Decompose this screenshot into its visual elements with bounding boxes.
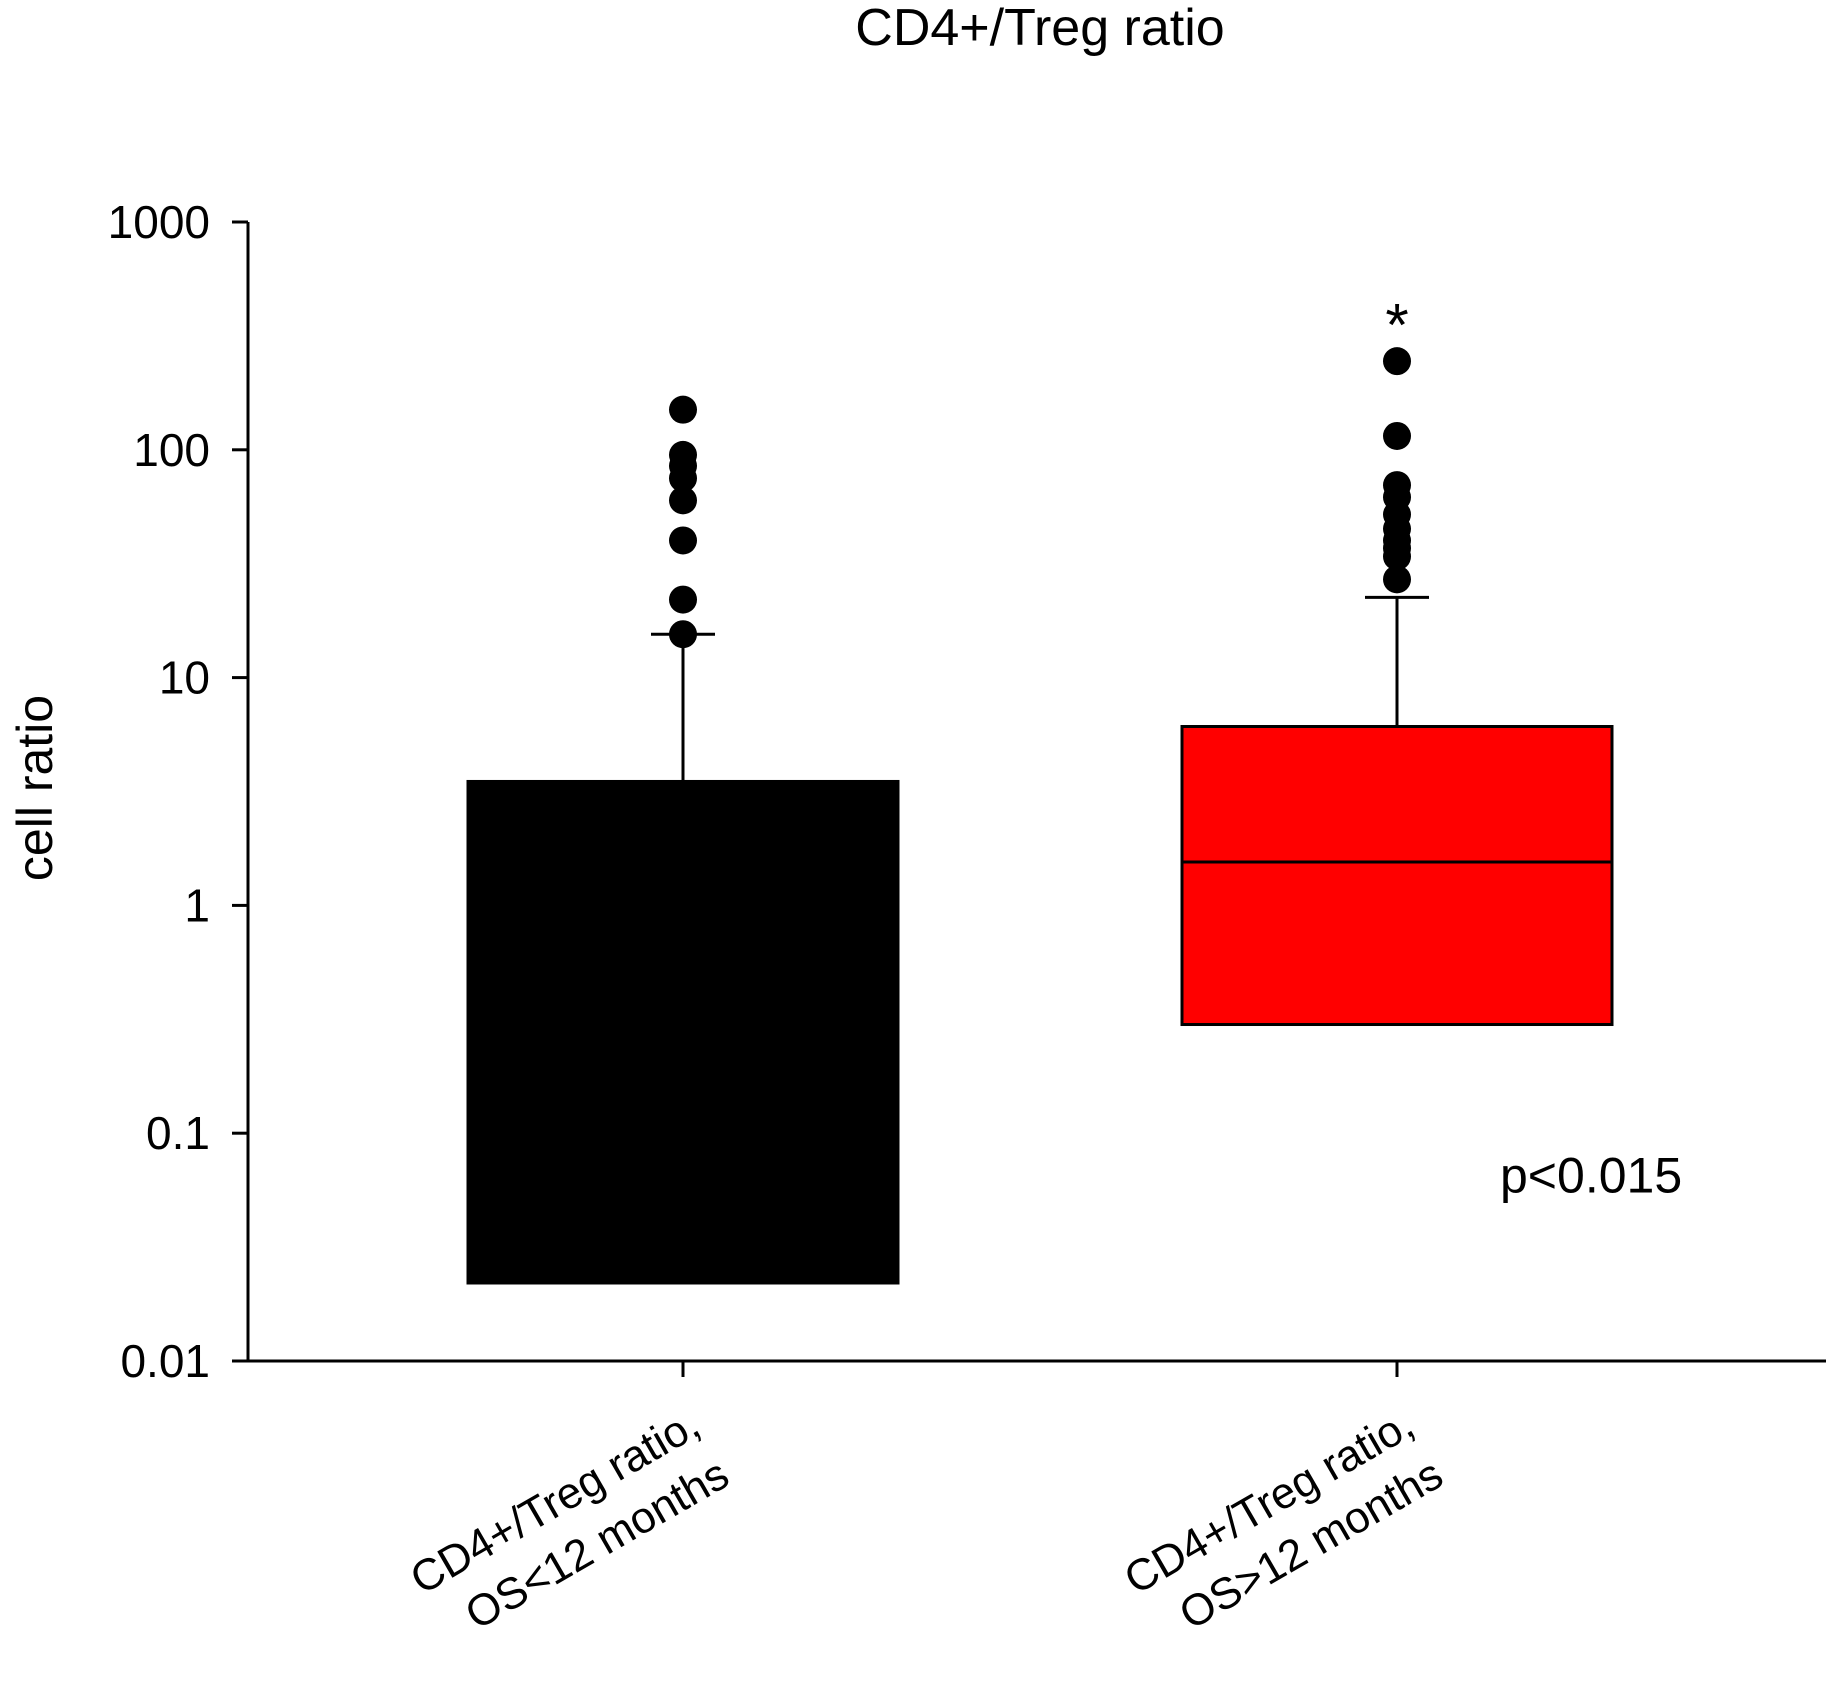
y-tick-label: 0.1 (146, 1107, 210, 1159)
outlier-point (669, 464, 697, 493)
outlier-point (1383, 347, 1411, 376)
x-tick-label: CD4+/Treg ratio,OS>12 months (1116, 1399, 1451, 1654)
outlier-point (1383, 421, 1411, 450)
outlier-point (1383, 565, 1411, 594)
box-group-1 (466, 395, 900, 1285)
p-value-label: p<0.015 (1500, 1147, 1682, 1203)
significance-marker: * (1385, 292, 1408, 359)
outlier-point (1383, 542, 1411, 571)
outlier-point (669, 620, 697, 649)
y-tick-label: 10 (159, 652, 210, 704)
outlier-point (669, 395, 697, 424)
annotations: * p<0.015 (1385, 292, 1682, 1204)
x-axis-ticks: CD4+/Treg ratio,OS<12 months CD4+/Treg ra… (402, 1361, 1451, 1654)
outlier-point (669, 486, 697, 515)
y-tick-label: 0.01 (120, 1335, 210, 1387)
x-tick-label: CD4+/Treg ratio,OS<12 months (402, 1399, 737, 1654)
y-tick-label: 1000 (108, 196, 210, 248)
y-tick-label: 100 (133, 424, 210, 476)
y-axis-ticks: 0.01 0.1 1 10 100 1000 (108, 196, 248, 1387)
box-iqr (466, 779, 900, 1285)
y-tick-label: 1 (184, 879, 210, 931)
outlier-point (669, 585, 697, 614)
outlier-point (669, 526, 697, 555)
chart-title: CD4+/Treg ratio (855, 0, 1224, 57)
box-group-2 (1180, 347, 1614, 1027)
y-axis-label: cell ratio (7, 695, 63, 881)
box-iqr (1180, 725, 1614, 1027)
plot-area (466, 347, 1614, 1285)
